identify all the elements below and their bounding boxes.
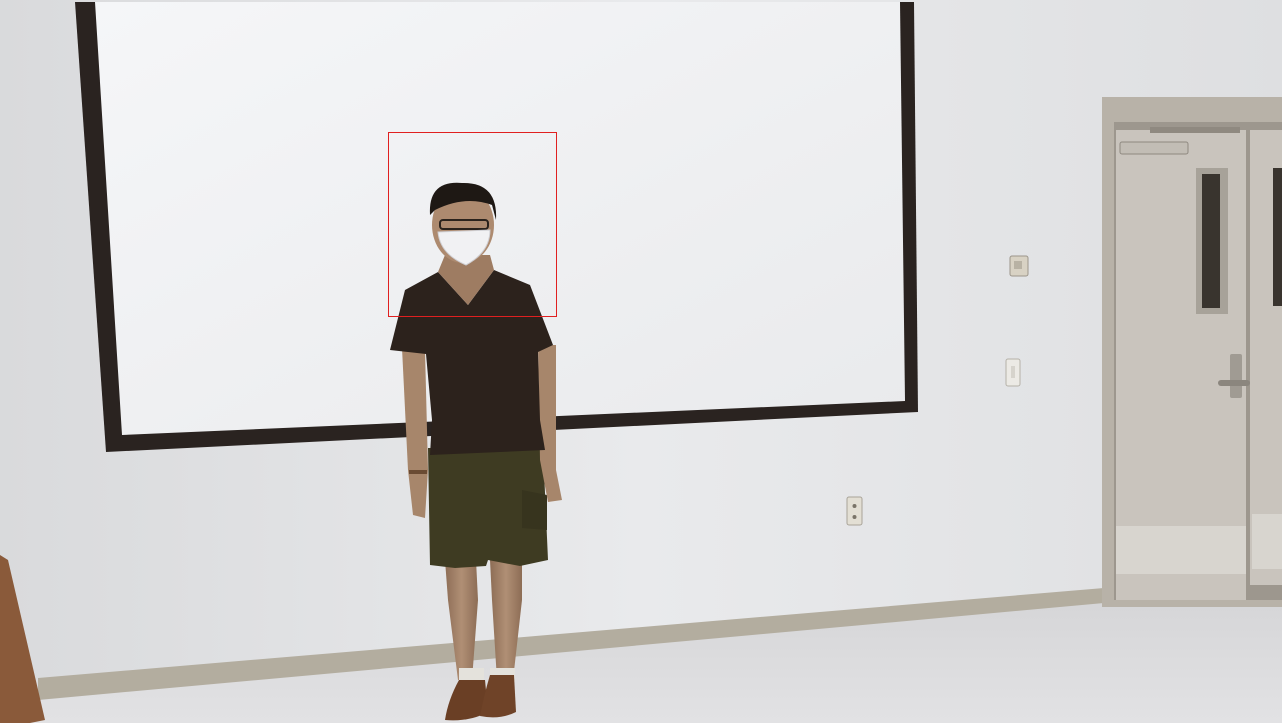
shorts-pocket bbox=[522, 490, 547, 530]
right-arm bbox=[538, 345, 562, 502]
neck bbox=[438, 255, 494, 305]
outlet-socket bbox=[852, 504, 857, 508]
door-closer bbox=[1119, 141, 1189, 155]
right-leg bbox=[490, 560, 522, 680]
left-leg bbox=[445, 560, 478, 680]
right-shoe bbox=[480, 675, 516, 718]
shorts bbox=[428, 448, 548, 568]
door-kick-plate bbox=[1116, 526, 1246, 574]
left-sock bbox=[459, 668, 484, 682]
door-kick-plate bbox=[1252, 514, 1282, 569]
glasses bbox=[439, 219, 489, 230]
wristband bbox=[409, 470, 427, 474]
door-lock bbox=[1230, 354, 1242, 398]
door-handle-icon bbox=[1218, 380, 1250, 386]
baseboard bbox=[38, 588, 1104, 700]
hair bbox=[429, 182, 497, 220]
projection-screen bbox=[95, 2, 905, 435]
face-mask bbox=[437, 229, 491, 266]
left-arm bbox=[402, 348, 428, 518]
detection-box bbox=[388, 132, 557, 317]
floor bbox=[0, 585, 1282, 723]
switch-toggle bbox=[1011, 366, 1015, 378]
door-window bbox=[1202, 174, 1220, 308]
left-door-trim bbox=[0, 555, 45, 723]
left-shoe bbox=[445, 680, 488, 721]
power-outlet bbox=[846, 496, 863, 526]
outlet-socket bbox=[852, 515, 857, 519]
thermostat-display bbox=[1014, 261, 1022, 269]
door-window bbox=[1273, 168, 1282, 306]
door-closer-arm bbox=[1150, 127, 1240, 133]
